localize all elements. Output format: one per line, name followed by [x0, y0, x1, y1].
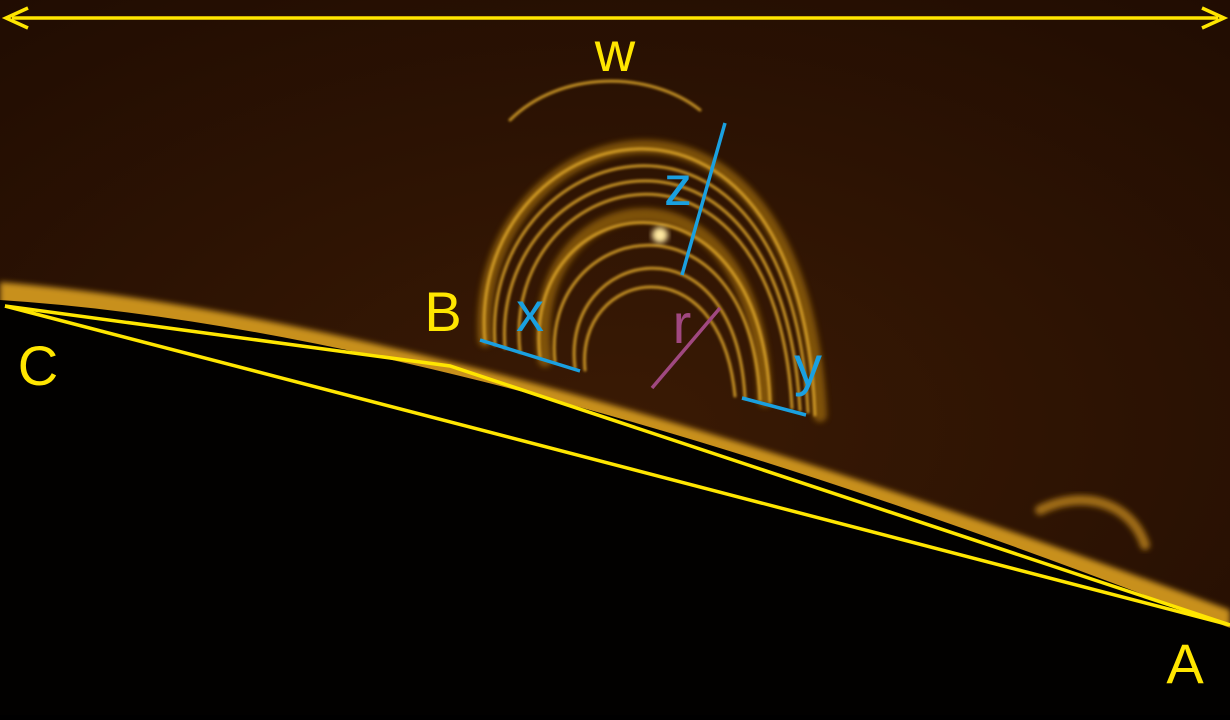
solar-disk: [0, 300, 1230, 715]
prominence-loops: [477, 79, 1150, 550]
label-c: C: [18, 334, 58, 397]
label-z: z: [664, 154, 692, 217]
label-r: r: [673, 292, 692, 355]
label-x: x: [516, 280, 544, 343]
label-y: y: [794, 334, 822, 397]
annotation-lines: [1, 6, 1230, 627]
label-w: w: [594, 20, 636, 83]
label-a: A: [1166, 632, 1204, 695]
r-line: [650, 306, 722, 390]
x-line: [479, 338, 581, 373]
y-line: [741, 396, 807, 417]
z-line: [680, 122, 727, 276]
chord-ca: [4, 304, 1230, 627]
label-b: B: [424, 280, 461, 343]
arrow-head: [1201, 6, 1229, 30]
chord-cba: [4, 304, 1230, 627]
arrow-head: [1, 6, 29, 30]
